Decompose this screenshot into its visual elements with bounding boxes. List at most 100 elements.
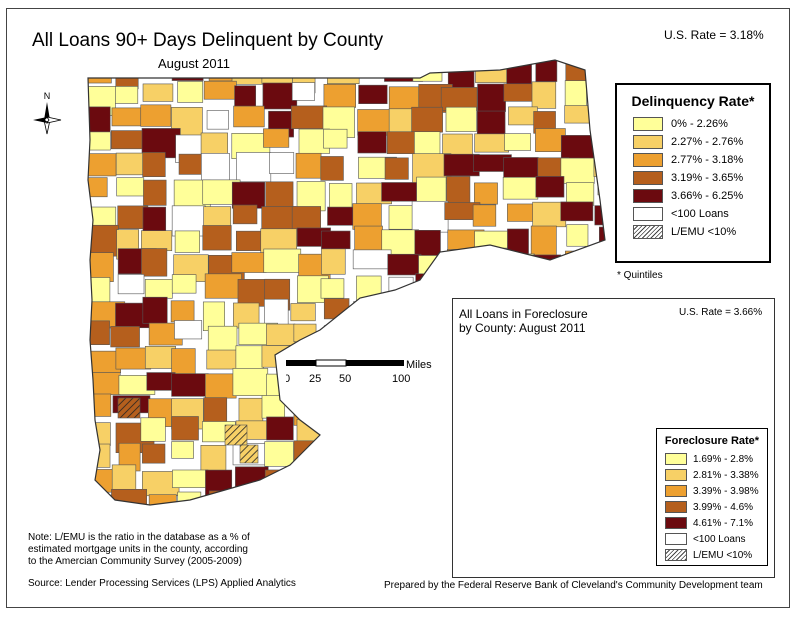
- legend-label: 3.66% - 6.25%: [671, 190, 744, 202]
- legend-swatch: [633, 153, 663, 167]
- county-cell: [171, 441, 194, 459]
- county-cell: [261, 61, 294, 84]
- county-cell: [328, 183, 353, 210]
- foreclosure-legend-label: 3.39% - 3.98%: [693, 485, 759, 497]
- county-cell: [411, 200, 449, 233]
- legend-swatch: [633, 117, 663, 131]
- county-cell: [236, 152, 272, 183]
- county-cell: [357, 441, 383, 473]
- county-cell: [174, 320, 203, 340]
- county-cell: [323, 325, 351, 356]
- county-cell: [508, 273, 545, 300]
- county-cell: [414, 417, 437, 438]
- foreclosure-legend-label-hatch: L/EMU <10%: [693, 549, 753, 561]
- foreclosure-legend-swatch: [665, 501, 687, 513]
- legend-label: <100 Loans: [671, 208, 729, 220]
- inset-us-rate: U.S. Rate = 3.66%: [679, 307, 763, 318]
- map-title: All Loans 90+ Days Delinquent by County: [32, 30, 384, 51]
- county-cell: [235, 466, 269, 496]
- county-cell: [291, 206, 321, 232]
- legend-item: <100 Loans: [633, 205, 769, 223]
- county-cell: [141, 248, 168, 277]
- county-cell: [325, 491, 362, 505]
- county-cell: [266, 323, 296, 346]
- county-cell-hatched: [239, 444, 259, 464]
- county-cell: [415, 273, 446, 297]
- county-cell: [177, 81, 204, 103]
- county-cell: [263, 128, 290, 148]
- foreclosure-legend: Foreclosure Rate* 1.69% - 2.8% 2.81% - 3.…: [656, 428, 768, 566]
- foreclosure-legend-item: 1.69% - 2.8%: [665, 451, 767, 467]
- county-cell: [321, 230, 351, 250]
- county-cell: [417, 327, 448, 351]
- county-cell: [560, 157, 595, 184]
- county-cell: [321, 248, 346, 275]
- scale-tick-25: 25: [309, 373, 321, 385]
- county-cell: [110, 130, 144, 150]
- county-cell: [474, 182, 498, 205]
- county-cell: [88, 131, 111, 151]
- county-cell: [320, 156, 344, 181]
- county-cell: [148, 494, 177, 505]
- county-cell: [353, 491, 391, 505]
- county-cell: [237, 493, 271, 505]
- foreclosure-legend-item: 3.99% - 4.6%: [665, 499, 767, 515]
- county-cell: [356, 469, 389, 488]
- county-cell: [323, 128, 348, 149]
- legend-item: 2.27% - 2.76%: [633, 133, 769, 151]
- county-cell: [88, 494, 112, 505]
- county-cell: [115, 86, 139, 104]
- county-cell: [591, 273, 605, 301]
- county-cell: [474, 133, 509, 153]
- inset-title: All Loans in Foreclosure by County: Augu…: [459, 307, 588, 335]
- county-cell: [327, 468, 356, 500]
- county-cell: [477, 83, 506, 112]
- county-cell: [531, 81, 557, 109]
- county-cell: [262, 82, 298, 110]
- county-cell: [411, 106, 443, 133]
- north-arrow-icon: N: [33, 91, 62, 135]
- legend-swatch: [633, 207, 663, 221]
- county-cell: [321, 423, 358, 451]
- legend-item: 2.77% - 3.18%: [633, 151, 769, 169]
- foreclosure-legend-item: <100 Loans: [665, 531, 767, 547]
- county-cell: [144, 346, 176, 369]
- county-cell: [444, 277, 475, 297]
- county-cell: [232, 204, 258, 225]
- county-cell: [117, 274, 145, 295]
- county-cell: [445, 106, 477, 132]
- county-cell: [501, 253, 535, 282]
- county-cell: [566, 272, 602, 293]
- county-cell: [353, 301, 387, 321]
- county-cell: [140, 104, 172, 127]
- county-cell: [594, 205, 605, 226]
- county-cell: [290, 105, 328, 129]
- county-cell: [170, 300, 195, 323]
- county-cell: [111, 107, 144, 127]
- county-cell: [592, 251, 605, 282]
- county-cell: [203, 80, 237, 100]
- county-cell: [477, 272, 508, 300]
- county-cell: [560, 201, 594, 222]
- county-cell: [504, 133, 531, 151]
- county-cell: [446, 176, 471, 206]
- county-cell: [381, 300, 420, 332]
- county-cell: [352, 249, 392, 270]
- county-cell: [146, 372, 176, 391]
- scale-bar: 0 25 50 100 Miles: [284, 358, 456, 398]
- county-cell: [327, 60, 360, 84]
- county-cell: [174, 230, 200, 253]
- county-cell: [388, 86, 423, 111]
- map-subtitle: August 2011: [158, 56, 231, 71]
- foreclosure-legend-label: 3.99% - 4.6%: [693, 501, 754, 513]
- county-cell: [384, 157, 409, 180]
- county-cell: [412, 489, 451, 505]
- county-cell: [266, 416, 294, 441]
- county-cell: [208, 490, 239, 505]
- county-cell: [590, 60, 605, 79]
- county-cell: [141, 230, 173, 252]
- county-cell: [111, 464, 137, 493]
- county-cell: [171, 416, 199, 441]
- county-cell: [235, 345, 264, 371]
- foreclosure-legend-swatch: [665, 453, 687, 465]
